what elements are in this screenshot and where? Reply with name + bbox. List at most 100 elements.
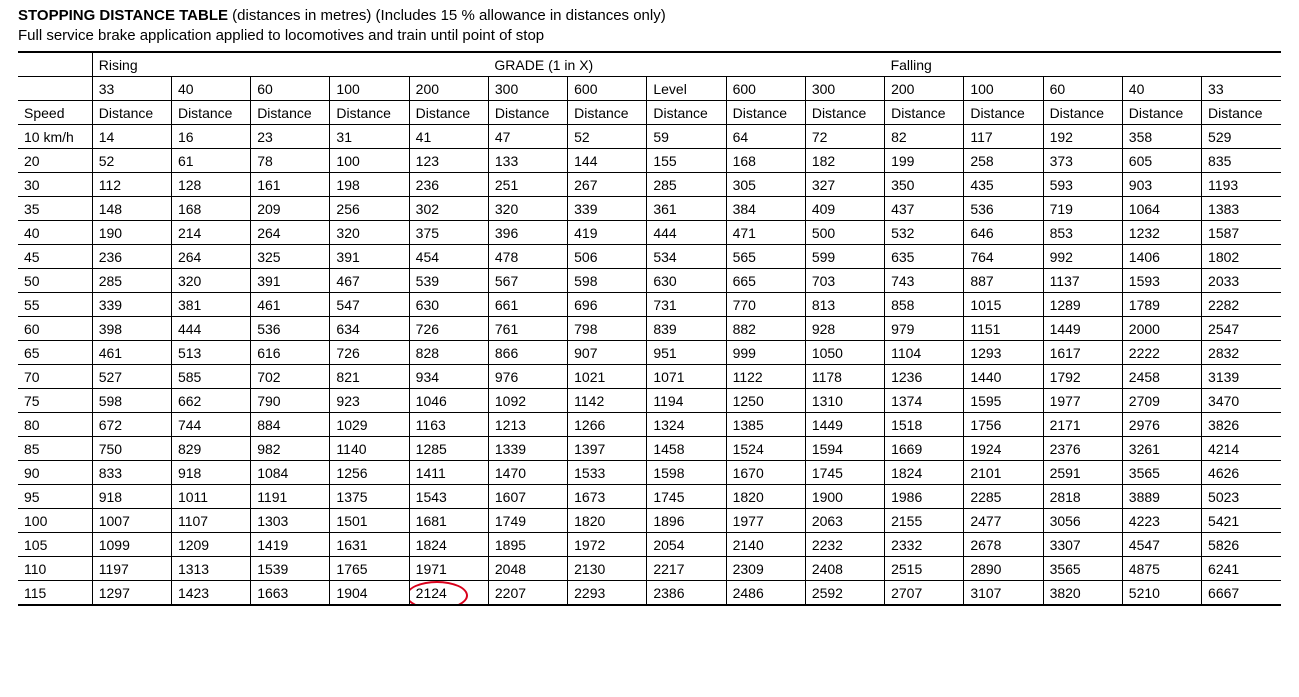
distance-cell: 1197 — [92, 557, 171, 581]
distance-cell: 409 — [805, 197, 884, 221]
distance-cell: 536 — [964, 197, 1043, 221]
distance-cell: 1745 — [805, 461, 884, 485]
distance-cell: 4223 — [1122, 509, 1201, 533]
distance-cell: 1595 — [964, 389, 1043, 413]
distance-cell: 78 — [251, 149, 330, 173]
distance-cell: 2408 — [805, 557, 884, 581]
distance-cell: 1140 — [330, 437, 409, 461]
distance-cell: 1971 — [409, 557, 488, 581]
header-blank — [18, 52, 92, 77]
distance-cell: 1007 — [92, 509, 171, 533]
distance-cell: 375 — [409, 221, 488, 245]
distance-cell: 1977 — [1043, 389, 1122, 413]
speed-cell: 80 — [18, 413, 92, 437]
distance-cell: 1539 — [251, 557, 330, 581]
distance-cell: 1631 — [330, 533, 409, 557]
table-row: 5028532039146753956759863066570374388711… — [18, 269, 1281, 293]
grade-falling-5: 40 — [1122, 77, 1201, 101]
distance-cell: 1293 — [964, 341, 1043, 365]
distance-cell: 381 — [171, 293, 250, 317]
distance-cell: 2155 — [885, 509, 964, 533]
distance-cell: 1137 — [1043, 269, 1122, 293]
distance-cell: 750 — [92, 437, 171, 461]
distance-cell: 903 — [1122, 173, 1201, 197]
distance-cell: 1449 — [805, 413, 884, 437]
distance-cell: 1904 — [330, 581, 409, 606]
distance-cell: 350 — [885, 173, 964, 197]
speed-cell: 70 — [18, 365, 92, 389]
distance-cell: 1617 — [1043, 341, 1122, 365]
speed-cell: 100 — [18, 509, 92, 533]
grade-falling-4: 60 — [1043, 77, 1122, 101]
distance-cell: 1607 — [488, 485, 567, 509]
distance-cell: 82 — [885, 125, 964, 149]
distance-cell: 923 — [330, 389, 409, 413]
header-distance: Distance — [726, 101, 805, 125]
distance-cell: 285 — [647, 173, 726, 197]
distance-cell: 1587 — [1202, 221, 1281, 245]
distance-cell: 198 — [330, 173, 409, 197]
distance-cell: 744 — [171, 413, 250, 437]
distance-cell: 59 — [647, 125, 726, 149]
distance-cell: 1824 — [409, 533, 488, 557]
distance-cell: 2124 — [409, 581, 488, 606]
distance-cell: 302 — [409, 197, 488, 221]
distance-cell: 2458 — [1122, 365, 1201, 389]
distance-cell: 1789 — [1122, 293, 1201, 317]
distance-cell: 1458 — [647, 437, 726, 461]
table-row: 1151297142316631904212422072293238624862… — [18, 581, 1281, 606]
distance-cell: 1015 — [964, 293, 1043, 317]
distance-cell: 14 — [92, 125, 171, 149]
distance-cell: 478 — [488, 245, 567, 269]
distance-cell: 214 — [171, 221, 250, 245]
distance-cell: 702 — [251, 365, 330, 389]
distance-cell: 2386 — [647, 581, 726, 606]
distance-cell: 630 — [647, 269, 726, 293]
distance-cell: 1099 — [92, 533, 171, 557]
distance-cell: 1594 — [805, 437, 884, 461]
distance-cell: 696 — [568, 293, 647, 317]
distance-cell: 148 — [92, 197, 171, 221]
distance-cell: 1250 — [726, 389, 805, 413]
distance-cell: 3056 — [1043, 509, 1122, 533]
distance-cell: 4214 — [1202, 437, 1281, 461]
table-row: 6039844453663472676179883988292897911511… — [18, 317, 1281, 341]
distance-cell: 1064 — [1122, 197, 1201, 221]
grade-level: Level — [647, 77, 726, 101]
distance-cell: 435 — [964, 173, 1043, 197]
distance-cell: 1375 — [330, 485, 409, 509]
distance-cell: 1423 — [171, 581, 250, 606]
speed-cell: 50 — [18, 269, 92, 293]
distance-cell: 598 — [568, 269, 647, 293]
distance-cell: 258 — [964, 149, 1043, 173]
distance-cell: 2217 — [647, 557, 726, 581]
distance-cell: 918 — [171, 461, 250, 485]
header-distance: Distance — [1122, 101, 1201, 125]
distance-cell: 1374 — [885, 389, 964, 413]
speed-cell: 75 — [18, 389, 92, 413]
distance-cell: 5023 — [1202, 485, 1281, 509]
distance-cell: 3470 — [1202, 389, 1281, 413]
distance-cell: 320 — [171, 269, 250, 293]
distance-cell: 1681 — [409, 509, 488, 533]
distance-cell: 2486 — [726, 581, 805, 606]
distance-cell: 731 — [647, 293, 726, 317]
distance-cell: 979 — [885, 317, 964, 341]
speed-cell: 35 — [18, 197, 92, 221]
header-distance: Distance — [488, 101, 567, 125]
distance-cell: 168 — [171, 197, 250, 221]
distance-cell: 1765 — [330, 557, 409, 581]
distance-cell: 209 — [251, 197, 330, 221]
distance-cell: 585 — [171, 365, 250, 389]
grade-rising-3: 100 — [330, 77, 409, 101]
distance-cell: 798 — [568, 317, 647, 341]
distance-cell: 1406 — [1122, 245, 1201, 269]
distance-cell: 884 — [251, 413, 330, 437]
distance-cell: 3889 — [1122, 485, 1201, 509]
distance-cell: 1107 — [171, 509, 250, 533]
grade-rising-6: 600 — [568, 77, 647, 101]
distance-cell: 982 — [251, 437, 330, 461]
table-row: 8575082998211401285133913971458152415941… — [18, 437, 1281, 461]
table-row: 1101197131315391765197120482130221723092… — [18, 557, 1281, 581]
distance-cell: 112 — [92, 173, 171, 197]
